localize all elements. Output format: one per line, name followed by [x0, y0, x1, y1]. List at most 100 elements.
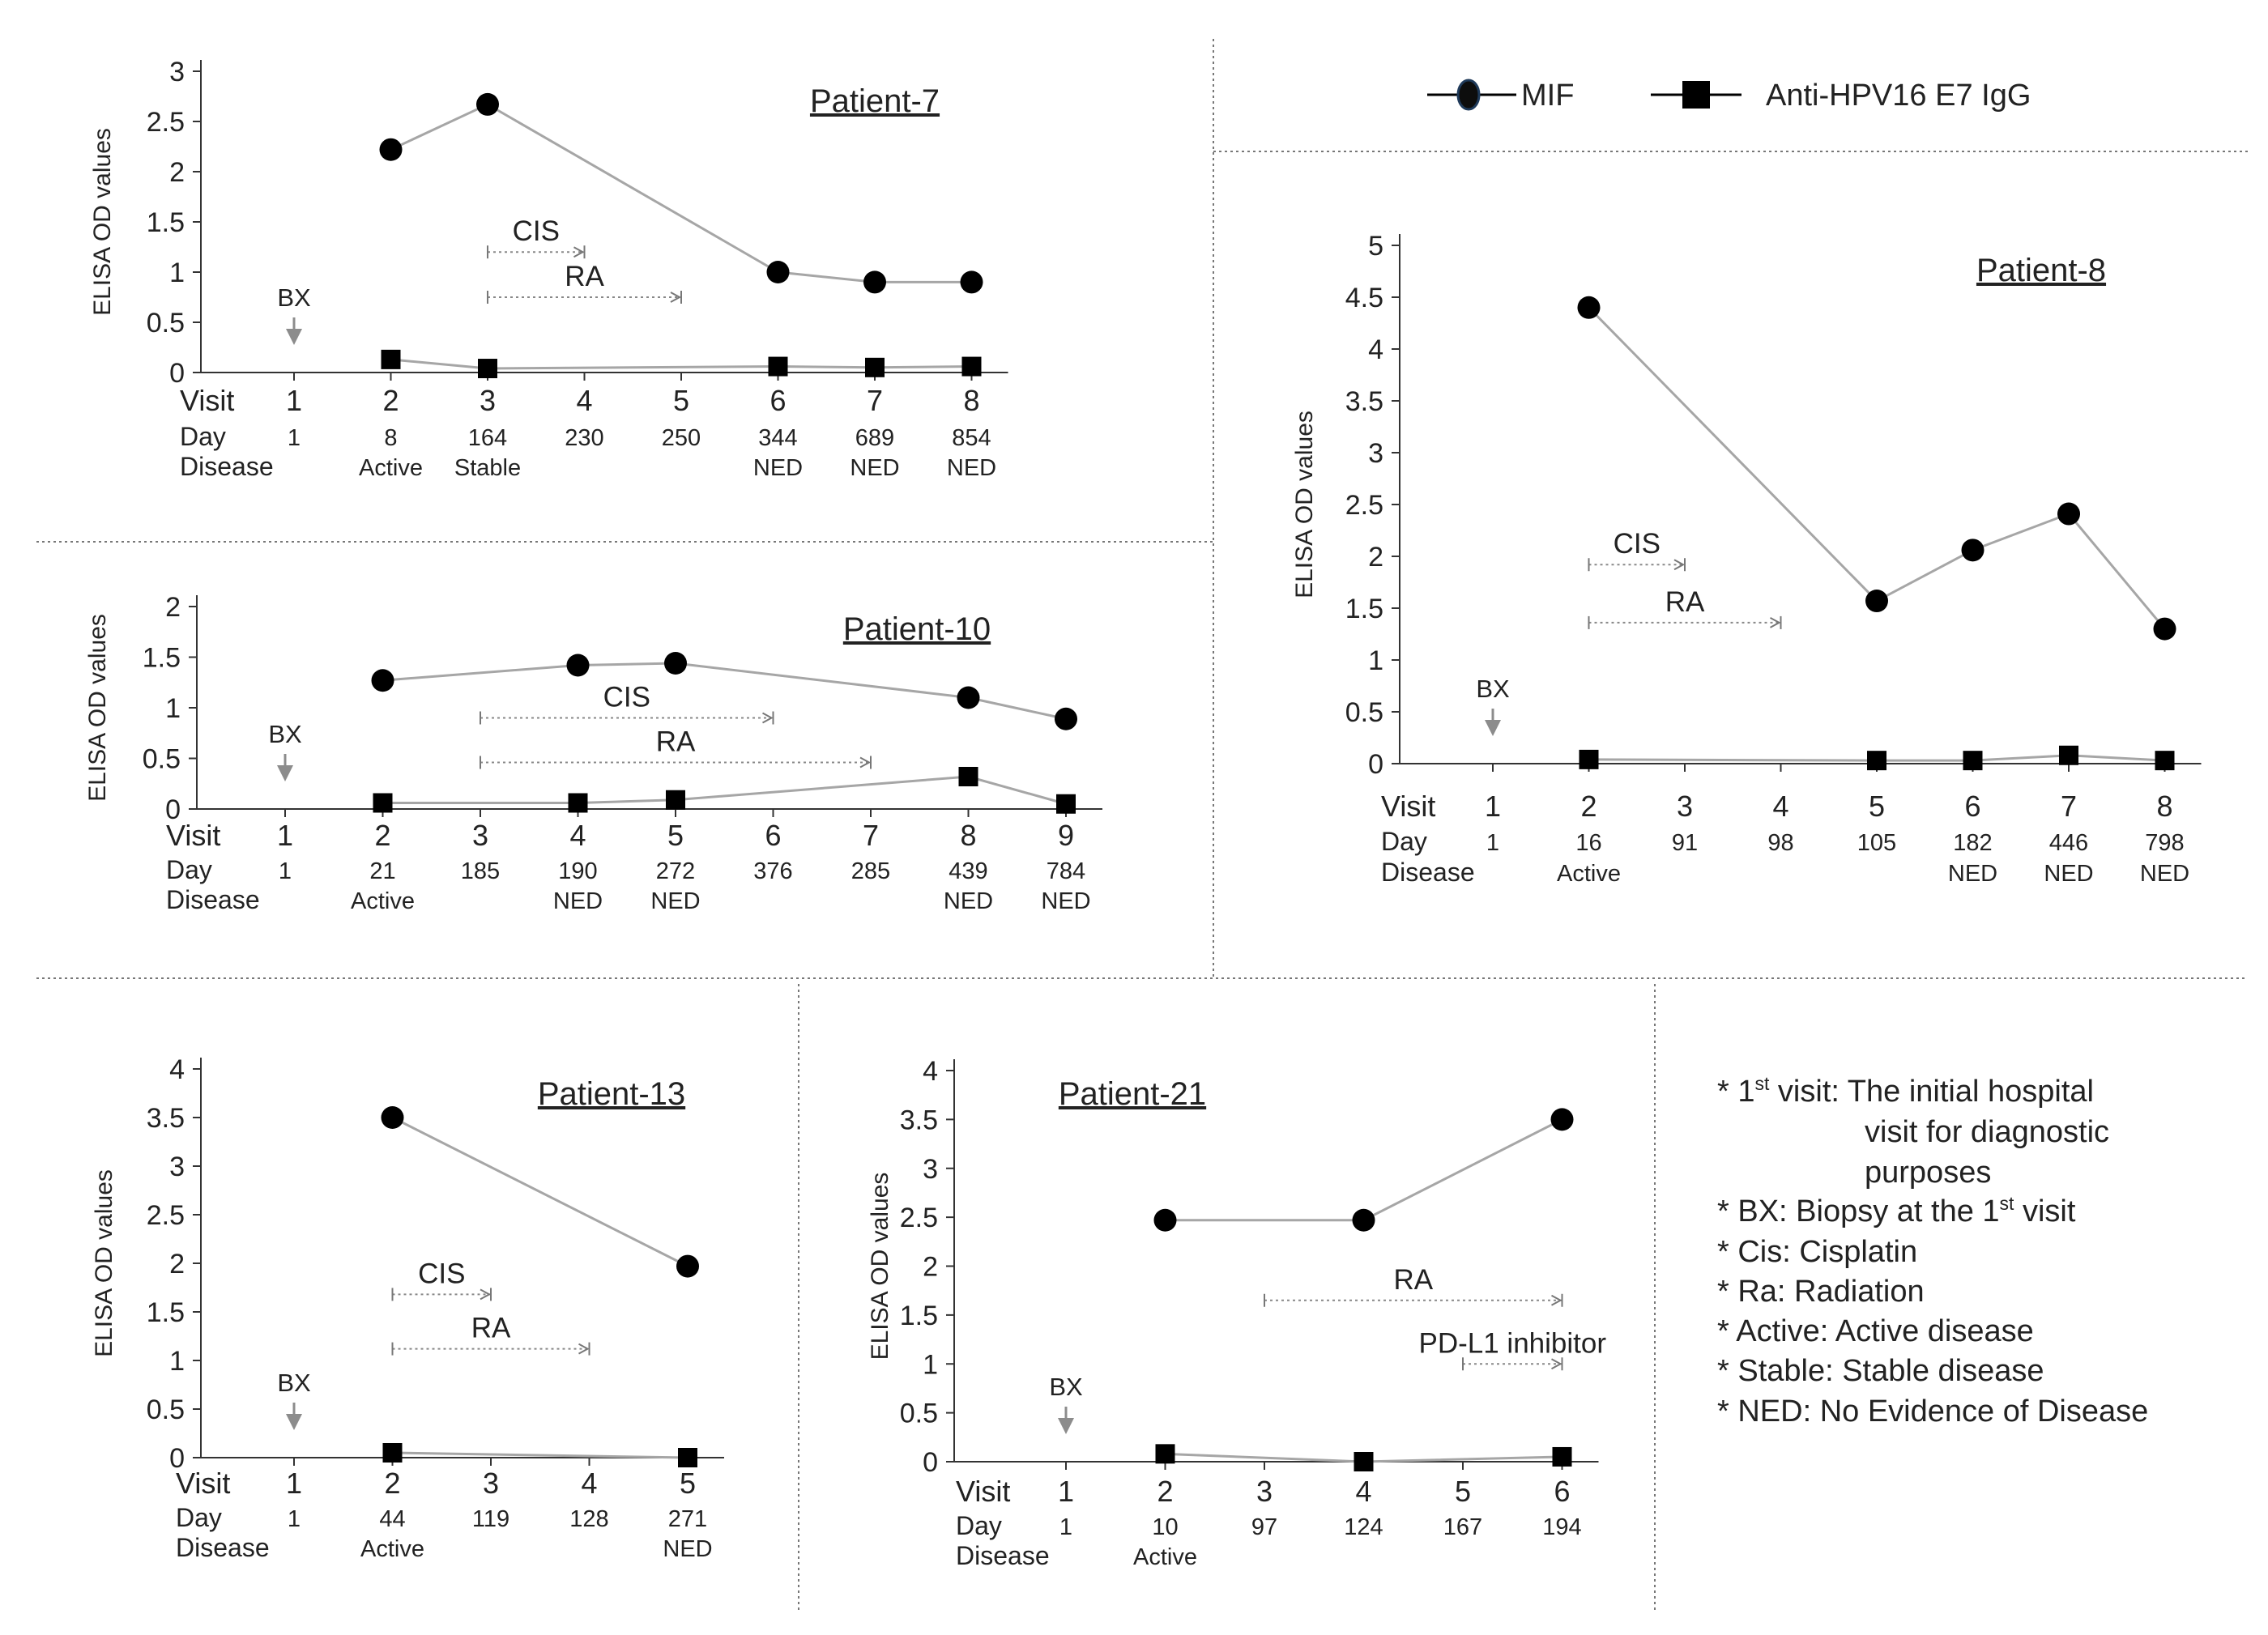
y-axis-label: ELISA OD values: [91, 1169, 117, 1357]
biopsy-arrow-head: [277, 765, 293, 781]
igg-point: [678, 1448, 697, 1467]
biopsy-label: BX: [277, 283, 311, 312]
chart-panels: Patient-7 ELISA OD values 0 0.5 1 1.5 2 2.5 3 Vis…: [84, 57, 2202, 1570]
y-tick-label: 3: [169, 1152, 185, 1182]
day-label: 344: [758, 425, 797, 451]
series-line: [392, 1451, 688, 1459]
disease-row-label: Disease: [176, 1533, 270, 1562]
visit-label: 9: [1058, 819, 1074, 852]
series-mif: [1577, 296, 2176, 641]
mif-point: [566, 654, 590, 677]
y-tick-label: 3.5: [1345, 386, 1383, 417]
disease-label: NED: [947, 455, 996, 481]
treatment-arrow-head: [670, 292, 682, 303]
y-tick-label: 4: [1368, 334, 1383, 365]
series-line: [390, 103, 972, 283]
y-tick-label: 0: [1368, 749, 1383, 780]
note-line: * BX: Biopsy at the 1st visit: [1717, 1193, 2076, 1228]
disease-row-label: Disease: [956, 1541, 1050, 1570]
disease-label: NED: [553, 888, 603, 914]
mif-point: [476, 92, 499, 116]
mif-point: [371, 669, 394, 692]
visit-label: 3: [472, 819, 488, 852]
disease-label: Active: [1133, 1544, 1197, 1570]
note-line: * NED: No Evidence of Disease: [1717, 1394, 2148, 1428]
visit-label: 2: [1580, 790, 1597, 823]
visit-label: 2: [384, 1467, 400, 1500]
treatment-pd-l1-inhibitor: PD-L1 inhibitor: [1419, 1327, 1607, 1371]
visit-label: 6: [765, 819, 781, 852]
day-label: 124: [1344, 1514, 1383, 1540]
igg-point: [478, 359, 497, 379]
visit-label: 8: [963, 384, 979, 417]
day-label: 689: [855, 425, 894, 451]
y-tick-label: 2: [923, 1252, 938, 1283]
mif-point: [381, 1106, 404, 1129]
mif-point: [2153, 617, 2176, 641]
series-mif: [1153, 1108, 1574, 1232]
igg-point: [382, 1443, 403, 1463]
igg-point: [1963, 751, 1983, 771]
legend-mif-label: MIF: [1521, 79, 1574, 113]
treatment-arrow-head: [480, 1288, 492, 1301]
treatment-ra: RA: [391, 1313, 590, 1356]
day-label: 185: [461, 858, 500, 884]
disease-label: NED: [2140, 861, 2189, 887]
disease-label: NED: [753, 455, 803, 481]
mif-point: [960, 270, 983, 294]
note-line: * Stable: Stable disease: [1717, 1354, 2044, 1388]
day-label: 128: [569, 1506, 608, 1532]
day-label: 250: [662, 425, 701, 451]
series-anti-hpv16-e7-igg: [1579, 745, 2175, 771]
visit-label: 1: [1485, 790, 1501, 823]
visit-row-label: Visit: [176, 1467, 230, 1500]
day-label: 271: [668, 1506, 707, 1532]
visit-label: 1: [277, 819, 293, 852]
treatment-arrow-head: [578, 1343, 590, 1355]
disease-label: Active: [351, 888, 415, 914]
y-tick-label: 3: [1368, 438, 1383, 469]
treatment-arrow-head: [573, 246, 585, 258]
biopsy-label: BX: [268, 720, 302, 748]
y-tick-label: 4: [169, 1054, 185, 1085]
visit-row-label: Visit: [180, 384, 234, 417]
treatment-ra: RA: [1264, 1264, 1563, 1307]
treatment-cis: CIS: [487, 215, 586, 259]
mif-point: [664, 652, 687, 675]
y-axis-label: ELISA OD values: [89, 128, 116, 316]
y-tick-label: 0: [169, 358, 185, 389]
y-tick-label: 0: [165, 794, 181, 825]
y-tick-label: 2: [165, 592, 181, 623]
y-tick-label: 3: [923, 1154, 938, 1185]
series-anti-hpv16-e7-igg: [373, 767, 1076, 814]
panel-patient-21: Patient-21 ELISA OD values 0 0.5 1 1.5 2 2.5 3 3.…: [867, 1056, 1606, 1570]
y-tick-label: 0.5: [900, 1399, 938, 1429]
igg-point: [1552, 1446, 1572, 1467]
note-line: * Active: Active disease: [1717, 1314, 2034, 1348]
y-tick-label: 1.5: [143, 643, 181, 674]
y-tick-label: 1.5: [900, 1301, 938, 1331]
treatment-arrow-head: [762, 712, 774, 724]
disease-label: NED: [1041, 888, 1090, 914]
day-row-label: Day: [176, 1503, 222, 1532]
igg-point: [961, 356, 982, 377]
y-tick-label: 0.5: [147, 308, 185, 338]
treatment-label: RA: [565, 261, 604, 292]
treatment-label: PD-L1 inhibitor: [1419, 1327, 1607, 1359]
legend-igg-marker: [1682, 81, 1710, 109]
series-line: [1165, 1118, 1563, 1222]
biopsy-label: BX: [277, 1369, 311, 1397]
mif-point: [379, 138, 403, 161]
mif-point: [1550, 1108, 1574, 1131]
igg-point: [568, 793, 588, 813]
day-label: 439: [949, 858, 987, 884]
visit-label: 4: [1772, 790, 1788, 823]
y-tick-label: 4.5: [1345, 283, 1383, 313]
biopsy-arrow-head: [1485, 720, 1501, 736]
visit-label: 1: [1058, 1475, 1074, 1508]
disease-row-label: Disease: [1381, 858, 1475, 887]
treatment-label: CIS: [1614, 528, 1660, 560]
visit-label: 2: [1157, 1475, 1173, 1508]
day-label: 285: [851, 858, 890, 884]
mif-point: [1961, 539, 1985, 562]
